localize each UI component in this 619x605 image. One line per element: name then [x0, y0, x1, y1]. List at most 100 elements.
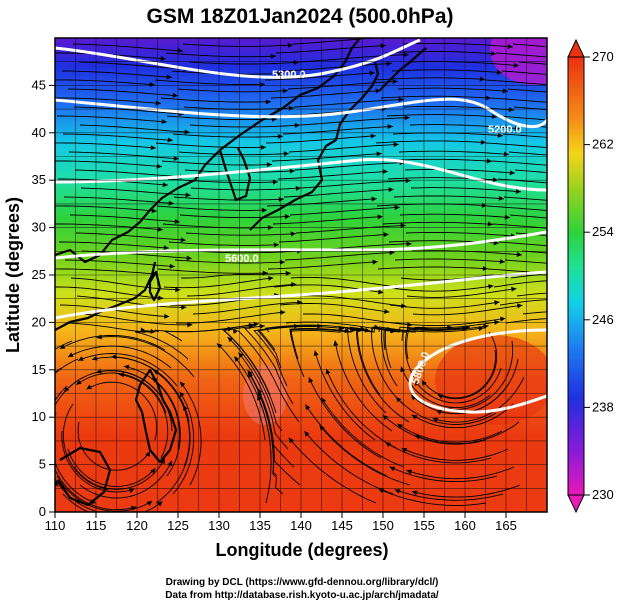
streamline — [55, 468, 137, 511]
y-tick-label: 5 — [39, 457, 46, 472]
streamline-arrow — [287, 42, 293, 48]
streamline-arrow — [502, 88, 508, 94]
streamline — [394, 258, 505, 263]
streamline-arrow — [294, 122, 300, 128]
streamline-arrow — [371, 196, 377, 202]
streamline-arrow — [382, 415, 389, 421]
streamline-arrow — [499, 259, 505, 265]
streamline — [304, 430, 394, 495]
streamline — [510, 274, 547, 279]
streamline-arrow — [492, 177, 498, 183]
streamline-arrow — [86, 384, 93, 390]
streamline-arrow — [412, 490, 418, 496]
streamline-arrow — [494, 300, 500, 306]
streamline-arrow — [372, 259, 378, 265]
streamline-arrow — [167, 460, 173, 467]
streamline-arrow — [604, 300, 610, 306]
streamline — [437, 331, 498, 400]
streamline — [111, 356, 190, 423]
streamline-arrow — [400, 366, 406, 373]
streamline — [55, 97, 161, 104]
streamline-arrow — [400, 223, 406, 229]
streamline-arrow — [487, 221, 493, 227]
streamline — [395, 396, 497, 425]
streamline-arrow — [0, 415, 5, 421]
streamline — [175, 311, 286, 324]
streamline-arrow — [592, 274, 598, 280]
streamline-arrow — [181, 304, 187, 310]
streamline-arrow — [385, 442, 391, 448]
streamline — [502, 133, 547, 138]
streamline — [385, 51, 496, 55]
streamline — [55, 223, 163, 231]
streamline-arrow — [179, 391, 185, 398]
x-tick-label: 110 — [45, 518, 66, 533]
streamline-arrow — [421, 380, 427, 386]
streamline-arrow — [389, 466, 396, 472]
streamline-arrow — [486, 158, 492, 164]
y-tick-label: 0 — [39, 504, 46, 519]
chart-title: GSM 18Z01Jan2024 (500.0hPa) — [146, 5, 453, 28]
streamline — [78, 353, 178, 387]
streamline-arrow — [488, 284, 494, 290]
streamline-arrow — [378, 289, 384, 295]
streamline-arrow — [0, 435, 1, 440]
streamline-arrow — [369, 70, 375, 76]
streamline — [55, 205, 157, 212]
streamline — [509, 214, 547, 219]
streamline-arrow — [187, 322, 193, 328]
streamline-arrow — [118, 372, 124, 378]
streamline — [59, 334, 166, 351]
streamline — [227, 336, 283, 432]
streamline-arrow — [68, 352, 74, 357]
y-axis-label: Latitude (degrees) — [3, 197, 23, 353]
streamline — [496, 115, 547, 121]
streamline — [186, 283, 297, 297]
streamline — [55, 412, 96, 504]
x-tick-label: 125 — [167, 518, 189, 533]
streamline — [295, 225, 406, 234]
streamline — [504, 259, 547, 264]
streamline — [495, 52, 547, 58]
streamline — [299, 117, 410, 126]
streamline-arrow — [289, 168, 295, 174]
streamline-arrow — [515, 188, 521, 194]
streamline — [168, 241, 279, 246]
streamline-arrow — [615, 278, 619, 284]
streamline-arrow — [513, 62, 519, 68]
streamline-arrow — [288, 437, 294, 444]
streamline-arrow — [592, 211, 597, 216]
contour-label-5200: 5200.0 — [488, 124, 522, 136]
streamline — [271, 153, 382, 162]
colorbar-bottom-arrow — [567, 494, 585, 514]
streamline — [67, 345, 172, 369]
credit-drawing: Drawing by DCL (https://www.gfd-dennou.o… — [166, 577, 439, 588]
streamline-arrow — [325, 368, 331, 375]
streamline — [257, 391, 284, 495]
streamline — [292, 38, 382, 45]
streamline-arrow — [161, 119, 167, 125]
streamline — [272, 216, 383, 225]
streamline — [284, 251, 395, 261]
streamline-arrow — [183, 405, 188, 411]
streamline-arrow — [514, 125, 520, 131]
streamline — [401, 447, 509, 461]
streamline — [73, 106, 184, 115]
coast-philippines — [134, 368, 178, 464]
streamline-arrow — [607, 75, 612, 80]
streamline-arrow — [185, 192, 191, 198]
streamline-arrow — [272, 179, 278, 185]
streamline-arrow — [227, 337, 233, 343]
streamline — [380, 95, 491, 99]
streamline-arrow — [149, 82, 155, 87]
streamline-arrow — [150, 145, 156, 151]
streamline-arrow — [308, 377, 314, 383]
contour-5400 — [55, 97, 547, 129]
streamline — [405, 232, 516, 237]
streamline — [96, 370, 173, 432]
streamline-arrow — [603, 183, 608, 188]
streamline — [403, 105, 514, 111]
streamline-arrow — [509, 170, 515, 176]
x-tick-label: 145 — [331, 518, 353, 533]
streamline — [155, 142, 266, 148]
